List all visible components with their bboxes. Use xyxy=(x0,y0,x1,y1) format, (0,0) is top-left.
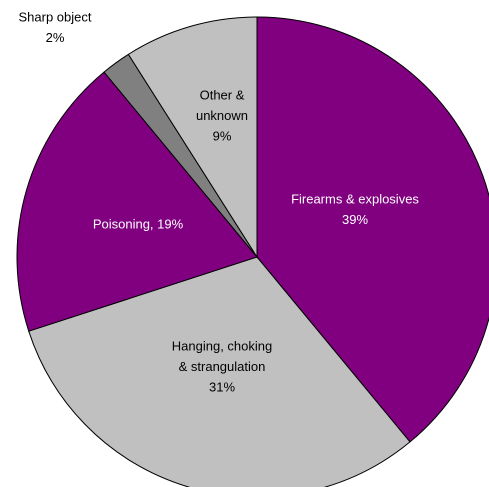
slice-label: 39% xyxy=(342,212,368,227)
slice-label: 2% xyxy=(46,30,65,45)
slice-label: & strangulation xyxy=(179,359,266,374)
pie-slice xyxy=(28,256,411,487)
slice-label: Sharp object xyxy=(19,9,92,24)
slice-label: 9% xyxy=(213,128,232,143)
slice-label: 31% xyxy=(209,379,235,394)
pie-slice xyxy=(16,71,258,332)
slice-label: unknown xyxy=(196,108,248,123)
pie-slice xyxy=(256,16,489,443)
slice-label: Poisoning, 19% xyxy=(93,216,184,231)
slice-label: Other & xyxy=(200,87,245,102)
slice-label: Firearms & explosives xyxy=(291,191,419,206)
slice-label: Hanging, choking xyxy=(172,338,272,353)
pie-slice xyxy=(127,16,258,259)
